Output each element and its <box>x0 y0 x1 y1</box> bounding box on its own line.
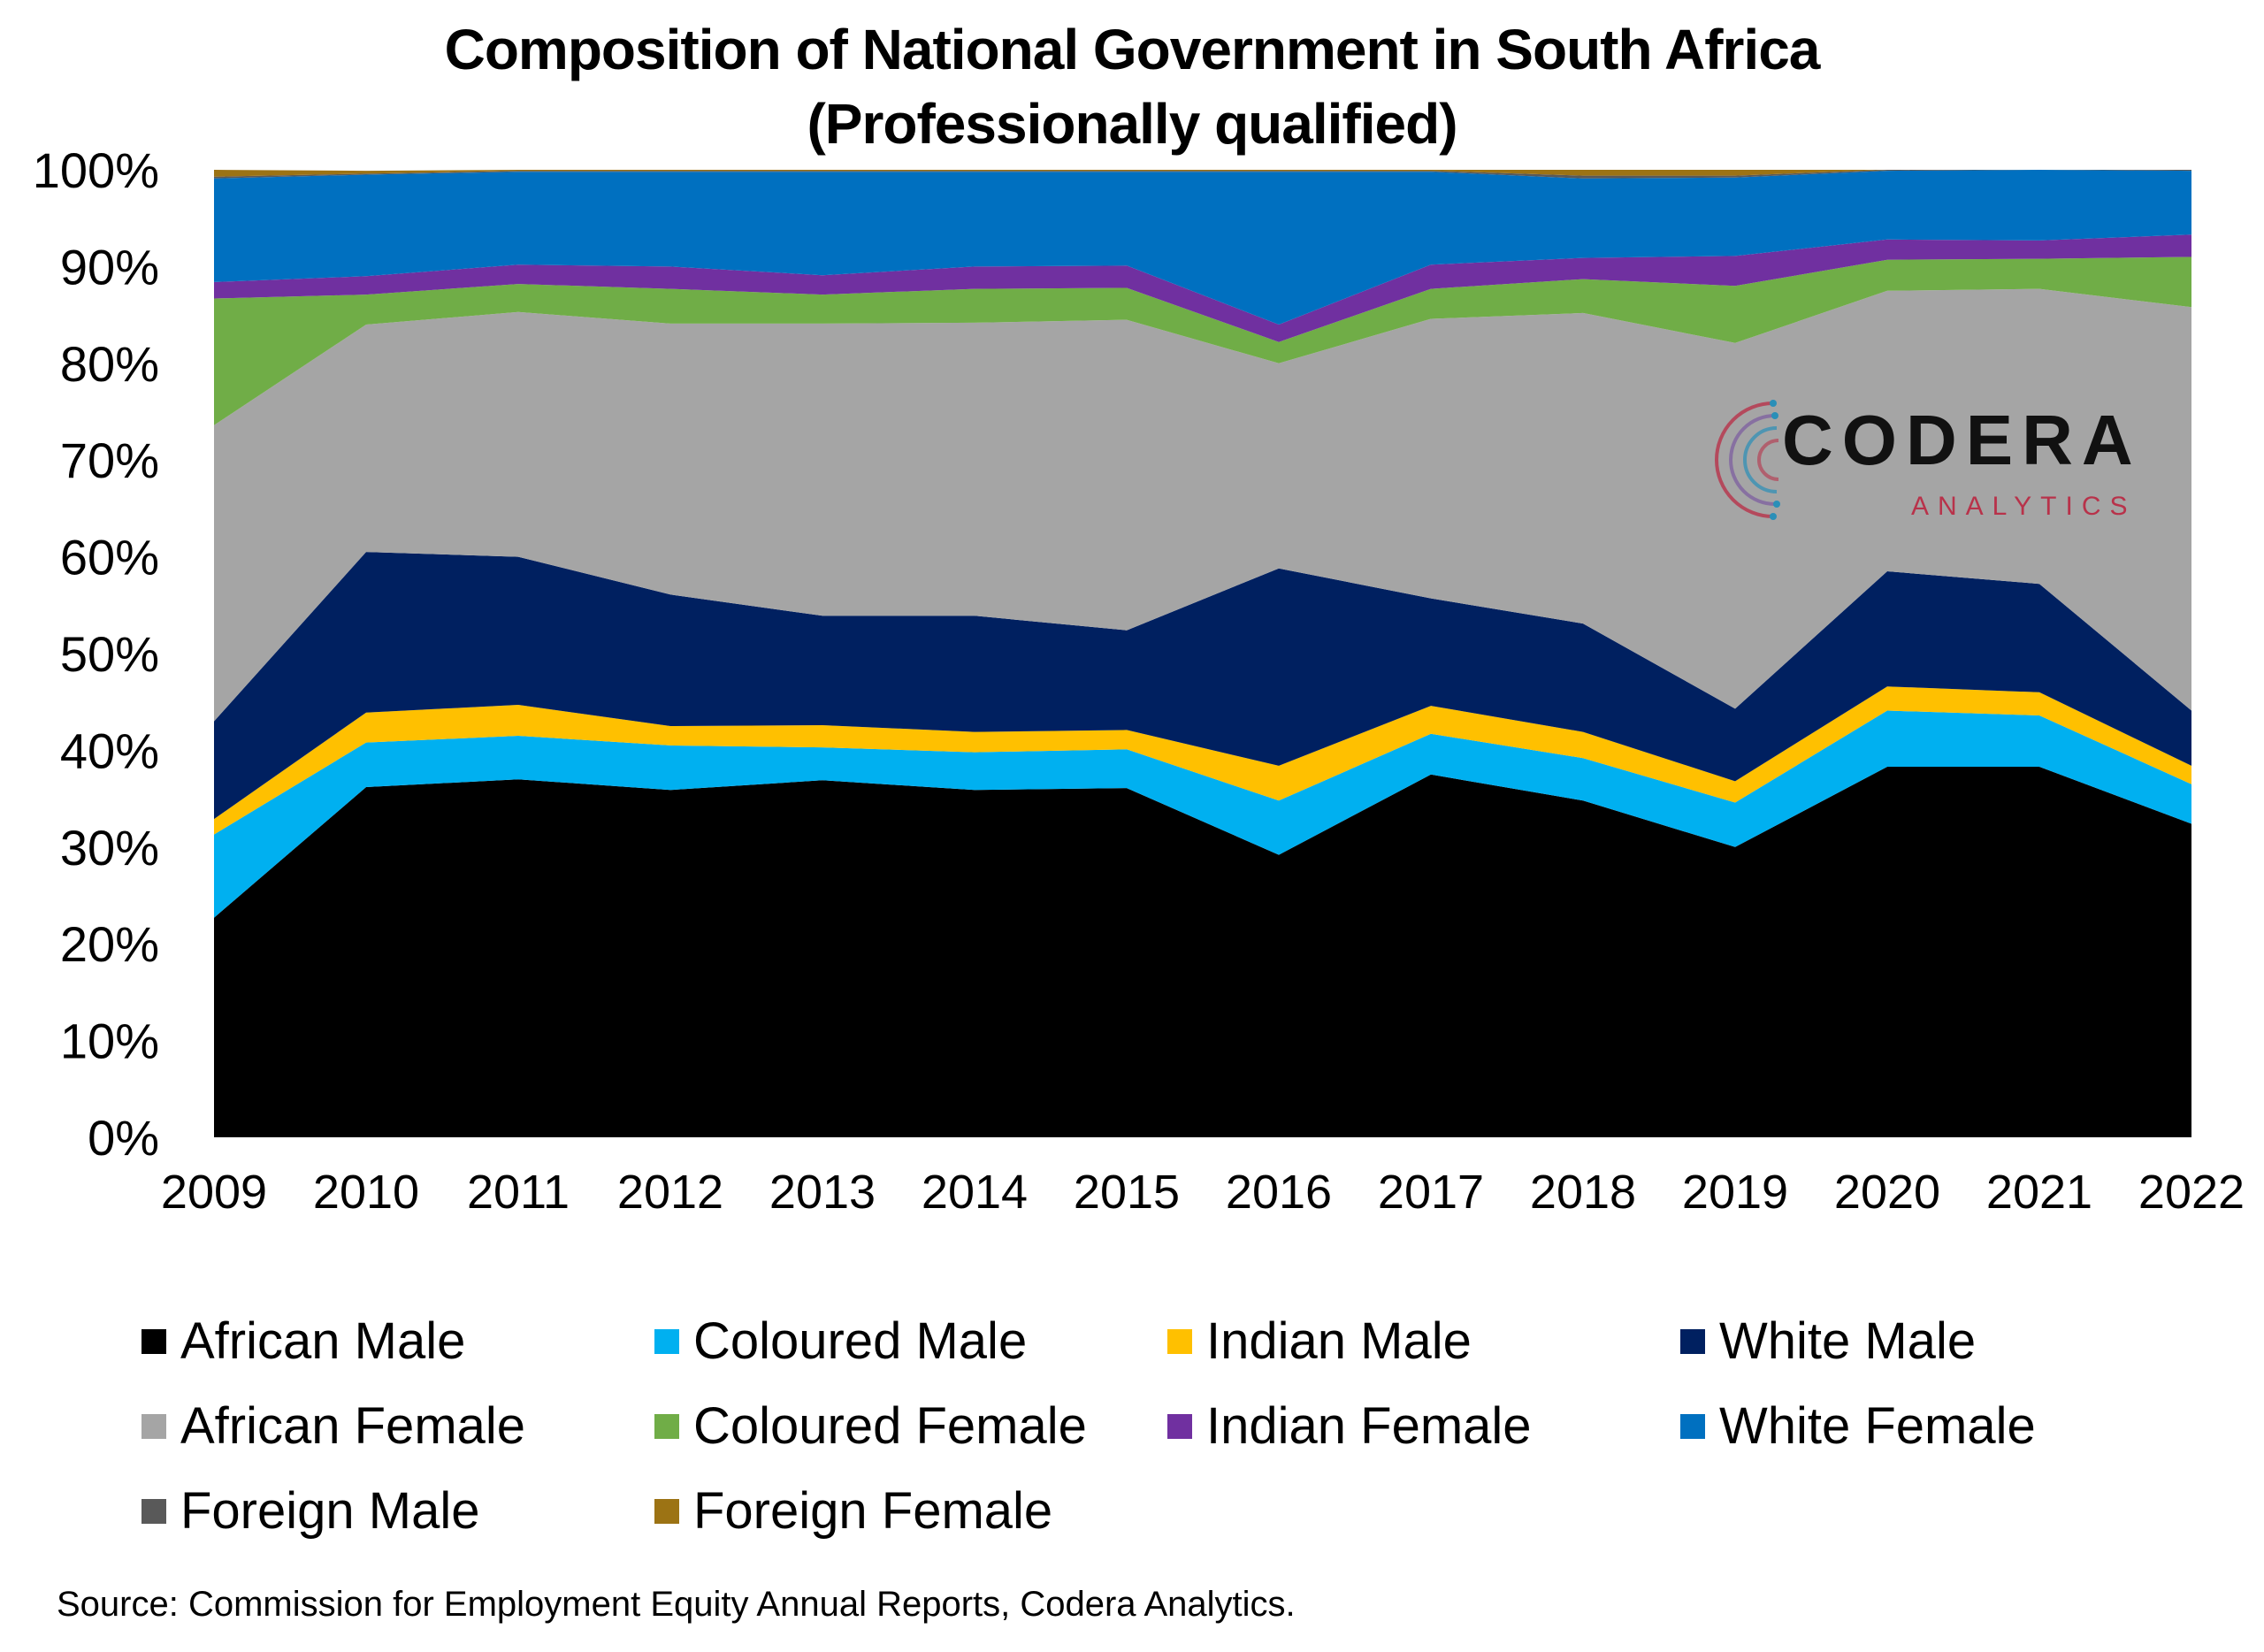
codera-logo: CODERA ANALYTICS <box>1711 389 2136 539</box>
legend-item-foreign-female: Foreign Female <box>654 1480 1052 1542</box>
legend-item-white-female: White Female <box>1680 1396 2036 1457</box>
legend-item-indian-female: Indian Female <box>1167 1396 1532 1457</box>
chart-title-line-1: Composition of National Government in So… <box>444 18 1821 81</box>
y-tick-label: 0% <box>88 1110 159 1166</box>
area-series-group <box>214 170 2191 1137</box>
x-tick-label: 2019 <box>1682 1166 1788 1219</box>
area-foreign-female <box>214 170 2191 177</box>
legend-swatch <box>142 1414 166 1439</box>
x-tick-label: 2010 <box>313 1166 419 1219</box>
y-tick-label: 80% <box>60 336 159 392</box>
area-coloured-female <box>214 256 2191 425</box>
legend-item-coloured-male: Coloured Male <box>654 1311 1027 1373</box>
legend-swatch <box>654 1499 679 1524</box>
chart-title: Composition of National Government in So… <box>0 12 2264 161</box>
chart-title-line-2: (Professionally qualified) <box>807 92 1457 156</box>
area-foreign-male <box>214 170 2191 179</box>
legend-item-coloured-female: Coloured Female <box>654 1396 1087 1457</box>
x-tick-label: 2011 <box>467 1166 570 1219</box>
area-indian-male <box>214 686 2191 835</box>
y-tick-label: 40% <box>60 723 159 778</box>
area-white-female <box>214 170 2191 325</box>
logo-subtitle: ANALYTICS <box>1911 492 2137 521</box>
legend-label: Foreign Female <box>693 1482 1053 1540</box>
y-tick-label: 50% <box>60 626 159 682</box>
y-tick-label: 20% <box>60 916 159 972</box>
legend-swatch <box>1680 1414 1705 1439</box>
legend-item-african-female: African Female <box>142 1396 525 1457</box>
logo-circuit-icon <box>1715 400 1780 520</box>
legend-item-indian-male: Indian Male <box>1167 1311 1472 1373</box>
y-tick-label: 70% <box>60 432 159 488</box>
legend-label: Coloured Female <box>693 1397 1087 1455</box>
legend-label: African Male <box>180 1312 466 1370</box>
legend-label: White Female <box>1719 1397 2036 1455</box>
area-coloured-male <box>214 710 2191 918</box>
legend-swatch <box>142 1499 166 1524</box>
x-tick-label: 2020 <box>1834 1166 1940 1219</box>
x-axis-ticks: 2009 2010 2011 2012 2013 2014 2015 2016 2017 2018… <box>161 1166 2245 1219</box>
legend-item-african-male: African Male <box>142 1311 465 1373</box>
legend-swatch <box>654 1329 679 1354</box>
y-tick-label: 60% <box>60 530 159 585</box>
x-tick-label: 2022 <box>2138 1166 2245 1219</box>
legend-swatch <box>1680 1329 1705 1354</box>
legend-swatch <box>1167 1414 1192 1439</box>
legend-label: Foreign Male <box>180 1482 480 1540</box>
legend-swatch <box>654 1414 679 1439</box>
x-tick-label: 2015 <box>1074 1166 1180 1219</box>
legend-label: White Male <box>1719 1312 1977 1370</box>
y-tick-label: 90% <box>60 239 159 294</box>
x-tick-label: 2021 <box>1986 1166 2092 1219</box>
x-tick-label: 2018 <box>1530 1166 1636 1219</box>
x-tick-label: 2016 <box>1226 1166 1332 1219</box>
x-tick-label: 2009 <box>161 1166 267 1219</box>
x-tick-label: 2012 <box>617 1166 723 1219</box>
legend-swatch <box>142 1329 166 1354</box>
area-african-female <box>214 288 2191 722</box>
x-tick-label: 2014 <box>922 1166 1028 1219</box>
y-tick-label: 10% <box>60 1013 159 1069</box>
legend-swatch <box>1167 1329 1192 1354</box>
x-tick-label: 2013 <box>769 1166 876 1219</box>
area-white-male <box>214 552 2191 820</box>
legend-label: Indian Male <box>1206 1312 1472 1370</box>
area-african-male <box>214 767 2191 1137</box>
x-tick-label: 2017 <box>1378 1166 1484 1219</box>
legend-label: Indian Female <box>1206 1397 1532 1455</box>
legend-label: Coloured Male <box>693 1312 1028 1370</box>
stacked-area-chart: 0%10%20%30%40%50%60%70%80%90%100% 2009 20… <box>33 142 2245 1219</box>
legend-item-white-male: White Male <box>1680 1311 1976 1373</box>
y-tick-label: 100% <box>33 142 159 198</box>
legend-label: African Female <box>180 1397 526 1455</box>
logo-wordmark: CODERA <box>1782 401 2142 479</box>
y-tick-label: 30% <box>60 820 159 876</box>
legend-item-foreign-male: Foreign Male <box>142 1480 479 1542</box>
area-indian-female <box>214 234 2191 342</box>
y-axis-ticks: 0% 10% 20% 30% 40% 50% 60% 70% 80% 90% 100% <box>33 142 159 1166</box>
source-note: Source: Commission for Employment Equity… <box>57 1585 1296 1624</box>
